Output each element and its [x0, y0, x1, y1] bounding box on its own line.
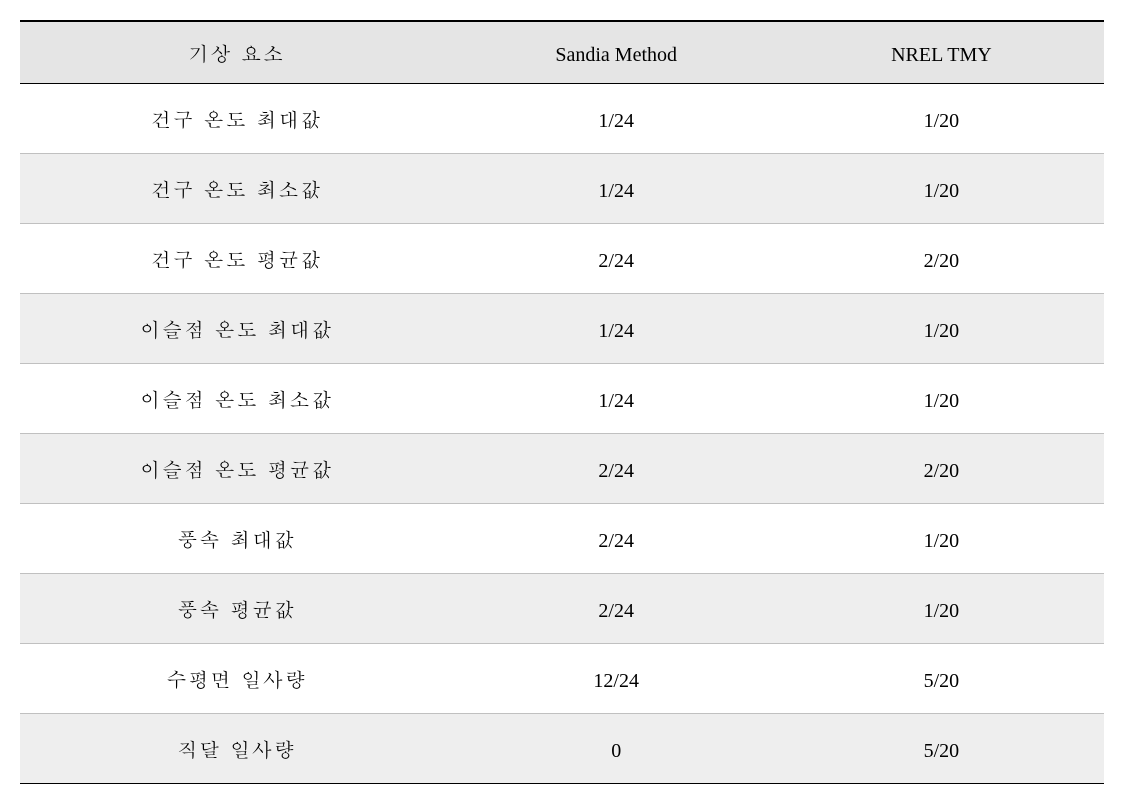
param-text: 풍속 최대값 — [177, 524, 296, 553]
param-cell: 풍속 최대값 — [20, 504, 454, 574]
nrel-value: 5/20 — [924, 740, 960, 762]
param-text: 이슬점 온도 최소값 — [140, 384, 333, 413]
nrel-cell: 1/20 — [779, 294, 1104, 364]
table-row: 이슬점 온도 최소값 1/24 1/20 — [20, 364, 1104, 434]
nrel-cell: 2/20 — [779, 224, 1104, 294]
table-row: 직달 일사량 0 5/20 — [20, 714, 1104, 784]
nrel-cell: 2/20 — [779, 434, 1104, 504]
sandia-value: 2/24 — [598, 600, 634, 622]
nrel-value: 2/20 — [924, 460, 960, 482]
param-cell: 수평면 일사량 — [20, 644, 454, 714]
param-cell: 건구 온도 평균값 — [20, 224, 454, 294]
sandia-cell: 1/24 — [454, 154, 779, 224]
sandia-value: 0 — [611, 740, 621, 762]
sandia-cell: 2/24 — [454, 434, 779, 504]
header-nrel-label: NREL TMY — [891, 44, 992, 66]
param-cell: 풍속 평균값 — [20, 574, 454, 644]
nrel-cell: 5/20 — [779, 714, 1104, 784]
table-row: 건구 온도 평균값 2/24 2/20 — [20, 224, 1104, 294]
table-body: 건구 온도 최대값 1/24 1/20 건구 온도 최소값 1/24 1/20 … — [20, 84, 1104, 784]
param-cell: 이슬점 온도 최대값 — [20, 294, 454, 364]
param-cell: 직달 일사량 — [20, 714, 454, 784]
param-cell: 이슬점 온도 평균값 — [20, 434, 454, 504]
nrel-value: 1/20 — [924, 600, 960, 622]
param-text: 이슬점 온도 평균값 — [140, 454, 333, 483]
header-sandia: Sandia Method — [454, 21, 779, 84]
sandia-value: 1/24 — [598, 390, 634, 412]
nrel-cell: 1/20 — [779, 364, 1104, 434]
header-param: 기상 요소 — [20, 21, 454, 84]
nrel-cell: 1/20 — [779, 504, 1104, 574]
nrel-cell: 1/20 — [779, 574, 1104, 644]
param-text: 직달 일사량 — [177, 734, 296, 763]
header-nrel: NREL TMY — [779, 21, 1104, 84]
weather-methods-table: 기상 요소 Sandia Method NREL TMY 건구 온도 최대값 1… — [20, 20, 1104, 784]
nrel-cell: 1/20 — [779, 154, 1104, 224]
sandia-cell: 2/24 — [454, 224, 779, 294]
header-row: 기상 요소 Sandia Method NREL TMY — [20, 21, 1104, 84]
param-cell: 건구 온도 최대값 — [20, 84, 454, 154]
sandia-cell: 12/24 — [454, 644, 779, 714]
nrel-cell: 5/20 — [779, 644, 1104, 714]
table-row: 수평면 일사량 12/24 5/20 — [20, 644, 1104, 714]
param-text: 건구 온도 최소값 — [151, 174, 322, 203]
nrel-value: 1/20 — [924, 530, 960, 552]
nrel-value: 1/20 — [924, 320, 960, 342]
sandia-value: 1/24 — [598, 320, 634, 342]
sandia-value: 2/24 — [598, 460, 634, 482]
nrel-value: 1/20 — [924, 390, 960, 412]
table-row: 이슬점 온도 최대값 1/24 1/20 — [20, 294, 1104, 364]
weather-methods-table-container: 기상 요소 Sandia Method NREL TMY 건구 온도 최대값 1… — [20, 20, 1104, 784]
sandia-value: 2/24 — [598, 530, 634, 552]
nrel-value: 2/20 — [924, 250, 960, 272]
table-row: 풍속 평균값 2/24 1/20 — [20, 574, 1104, 644]
table-header: 기상 요소 Sandia Method NREL TMY — [20, 21, 1104, 84]
table-row: 건구 온도 최대값 1/24 1/20 — [20, 84, 1104, 154]
param-text: 건구 온도 평균값 — [151, 244, 322, 273]
table-row: 풍속 최대값 2/24 1/20 — [20, 504, 1104, 574]
sandia-value: 1/24 — [598, 110, 634, 132]
param-text: 풍속 평균값 — [177, 594, 296, 623]
sandia-cell: 1/24 — [454, 364, 779, 434]
param-text: 수평면 일사량 — [166, 664, 307, 693]
nrel-cell: 1/20 — [779, 84, 1104, 154]
header-param-label: 기상 요소 — [188, 38, 285, 67]
param-cell: 이슬점 온도 최소값 — [20, 364, 454, 434]
nrel-value: 5/20 — [924, 670, 960, 692]
sandia-value: 12/24 — [593, 670, 639, 692]
table-row: 건구 온도 최소값 1/24 1/20 — [20, 154, 1104, 224]
sandia-cell: 2/24 — [454, 574, 779, 644]
sandia-value: 2/24 — [598, 250, 634, 272]
param-cell: 건구 온도 최소값 — [20, 154, 454, 224]
sandia-cell: 1/24 — [454, 294, 779, 364]
table-row: 이슬점 온도 평균값 2/24 2/20 — [20, 434, 1104, 504]
sandia-cell: 2/24 — [454, 504, 779, 574]
param-text: 건구 온도 최대값 — [151, 104, 322, 133]
param-text: 이슬점 온도 최대값 — [140, 314, 333, 343]
nrel-value: 1/20 — [924, 110, 960, 132]
sandia-cell: 1/24 — [454, 84, 779, 154]
sandia-cell: 0 — [454, 714, 779, 784]
header-sandia-label: Sandia Method — [555, 44, 677, 66]
nrel-value: 1/20 — [924, 180, 960, 202]
sandia-value: 1/24 — [598, 180, 634, 202]
